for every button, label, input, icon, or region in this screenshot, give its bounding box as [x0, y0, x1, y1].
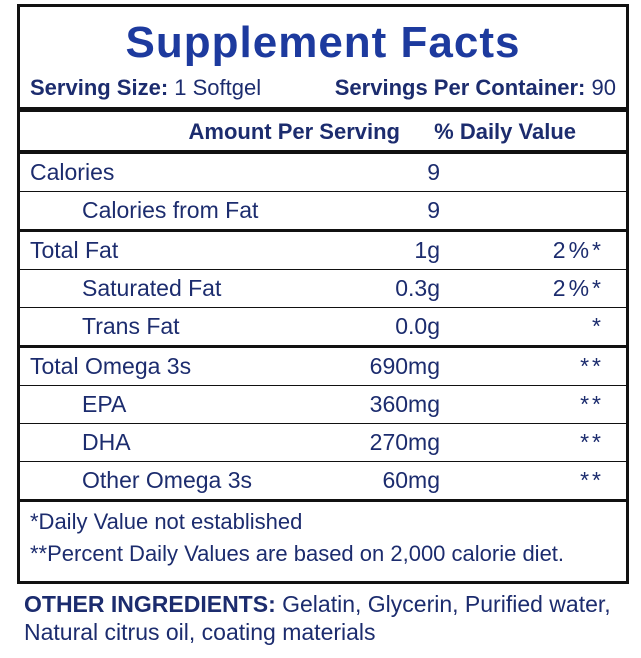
daily-value: **	[580, 429, 604, 455]
amount: 9	[427, 159, 440, 185]
footnote: *Daily Value not established	[30, 509, 303, 534]
footnotes: *Daily Value not established **Percent Da…	[20, 502, 626, 574]
text: Gelatin, Glycerin, Purified water, Natur…	[24, 591, 611, 645]
amount: 690mg	[369, 353, 440, 379]
nutrient-row: Calories 9	[20, 154, 626, 192]
daily-value: 2%*	[552, 275, 604, 301]
nutrient-row: Trans Fat 0.0g *	[20, 308, 626, 348]
amount: 270mg	[369, 429, 440, 455]
nutrient-row: Saturated Fat 0.3g 2%*	[20, 270, 626, 308]
spacer	[440, 154, 626, 191]
amount: 0.0g	[395, 313, 440, 339]
nutrient-name: Other Omega 3s	[82, 467, 253, 493]
title: Supplement Facts	[125, 18, 521, 67]
amount: 1g	[414, 237, 440, 263]
facts-panel: Supplement Facts Serving Size: 1 Softgel…	[17, 4, 629, 584]
nutrient-rows: Calories 9 Calories from Fat 9 Total Fat 1g 2%…	[20, 154, 626, 502]
nutrient-row: Total Fat 1g 2%*	[20, 232, 626, 270]
label: Servings Per Container:	[334, 75, 586, 100]
daily-value: 2%*	[552, 237, 604, 263]
header-row: Amount Per Serving % Daily Value	[20, 112, 626, 154]
amount: 0.3g	[395, 275, 440, 301]
nutrient-name: DHA	[82, 429, 131, 455]
amount: 60mg	[382, 467, 440, 493]
dv-header: % Daily Value	[434, 119, 576, 144]
serving-size: Serving Size: 1 Softgel	[30, 73, 261, 107]
nutrient-row: Calories from Fat 9	[20, 192, 626, 232]
amount-header: Amount Per Serving	[188, 119, 400, 144]
nutrient-row: Other Omega 3s 60mg **	[20, 462, 626, 502]
nutrient-row: EPA 360mg **	[20, 386, 626, 424]
nutrient-name: EPA	[82, 391, 127, 417]
daily-value: **	[580, 391, 604, 417]
nutrient-name: Total Fat	[30, 237, 119, 263]
nutrient-name: Calories from Fat	[82, 197, 259, 223]
nutrient-row: DHA 270mg **	[20, 424, 626, 462]
value: 1 Softgel	[174, 75, 262, 100]
other-ingredients: OTHER INGREDIENTS: Gelatin, Glycerin, Pu…	[24, 590, 624, 646]
value: 90	[591, 75, 616, 100]
nutrient-name: Total Omega 3s	[30, 353, 192, 379]
footnote: **Percent Daily Values are based on 2,00…	[30, 541, 565, 566]
daily-value: **	[580, 467, 604, 493]
amount: 360mg	[369, 391, 440, 417]
daily-value: *	[592, 313, 604, 339]
label: OTHER INGREDIENTS:	[24, 591, 276, 617]
nutrient-name: Saturated Fat	[82, 275, 222, 301]
nutrient-row: Total Omega 3s 690mg **	[20, 348, 626, 386]
servings-per-container: Servings Per Container: 90	[335, 73, 616, 107]
spacer	[440, 192, 626, 229]
serving-line: Serving Size: 1 Softgel Servings Per Con…	[20, 73, 626, 112]
nutrient-name: Calories	[30, 159, 115, 185]
amount: 9	[427, 197, 440, 223]
daily-value: **	[580, 353, 604, 379]
nutrient-name: Trans Fat	[82, 313, 180, 339]
label: Serving Size:	[30, 75, 169, 100]
